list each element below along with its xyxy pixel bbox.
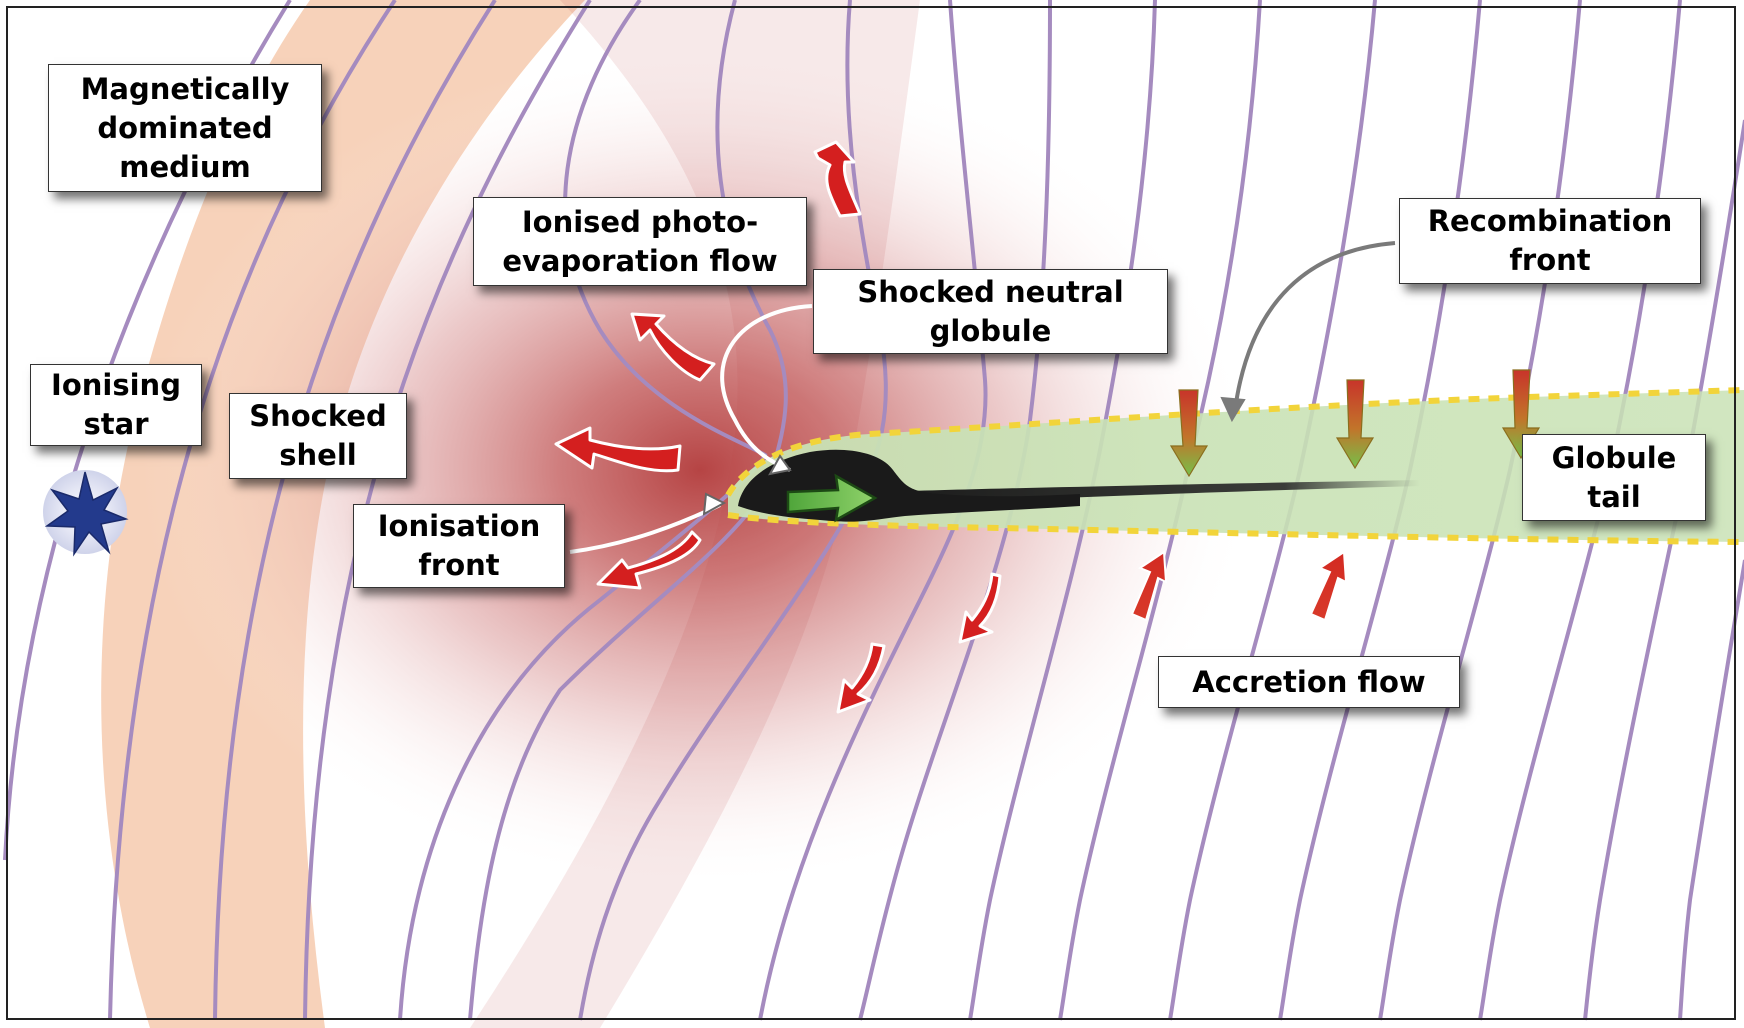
label-ionised-photo-evaporation-flow: Ionised photo- evaporation flow xyxy=(473,197,807,286)
label-globule-tail: Globule tail xyxy=(1522,434,1706,521)
label-shocked-neutral-globule: Shocked neutral globule xyxy=(813,269,1168,354)
label-ionising-star: Ionising star xyxy=(30,364,202,446)
label-accretion-flow: Accretion flow xyxy=(1158,656,1460,708)
label-shocked-shell: Shocked shell xyxy=(229,393,407,479)
red-arrow-icon xyxy=(1311,552,1346,620)
label-magnetically-dominated-medium: Magnetically dominated medium xyxy=(48,64,322,192)
label-recombination-front: Recombination front xyxy=(1399,198,1701,284)
pointer-arrow-icon xyxy=(1235,243,1395,410)
label-ionisation-front: Ionisation front xyxy=(353,504,565,588)
